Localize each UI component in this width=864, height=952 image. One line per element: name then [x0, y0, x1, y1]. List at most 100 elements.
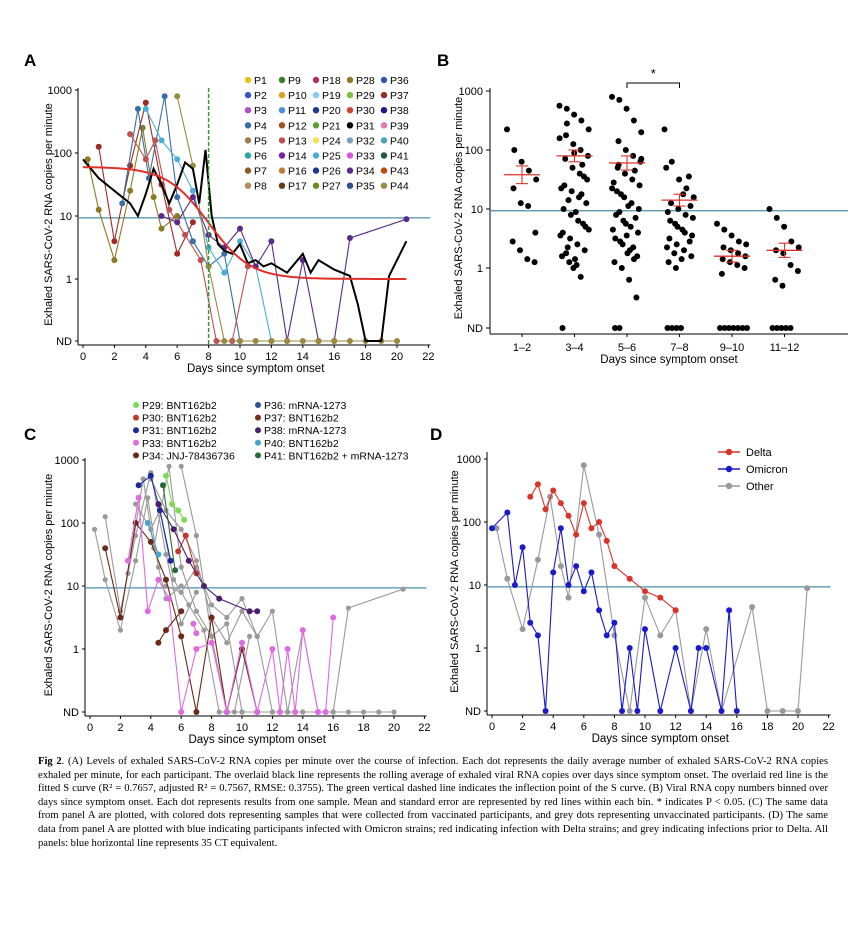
legend-label: P26: [322, 166, 341, 178]
sample-point: [678, 325, 684, 331]
participant-series-line: [121, 96, 241, 342]
x-tick-label: 1–2: [513, 342, 531, 354]
delta-series-point: [550, 487, 557, 494]
sample-point: [566, 259, 573, 266]
x-tick-label: 14: [297, 351, 309, 363]
vaccinated-series-point: [193, 646, 200, 652]
vaccinated-series-point: [254, 709, 261, 715]
sample-point: [583, 200, 590, 207]
sample-point: [557, 232, 564, 239]
unvaccinated-series-point: [178, 564, 184, 570]
panel-b: B 1000 100 10 1 ND 1–2 3–4 5–6 7–8 9–10 11–12 Days s…: [437, 51, 848, 366]
vaccinated-series-point: [185, 557, 192, 564]
x-tick-label: 0: [489, 721, 495, 733]
unvaccinated-series-point: [133, 558, 139, 564]
sample-point: [563, 120, 570, 127]
sample-point: [572, 208, 579, 215]
sample-point: [580, 220, 587, 227]
vaccinated-series-point: [172, 567, 179, 574]
y-axis-label: Exhaled SARS-CoV-2 RNA copies per minute: [43, 103, 55, 326]
x-tick-label: 14: [297, 722, 309, 734]
x-axis-label: Days since symptom onset: [188, 734, 326, 746]
sample-point: [787, 325, 794, 331]
x-tick-label: 2: [117, 722, 123, 734]
other-series-point: [611, 632, 618, 639]
legend-label: P39: [390, 120, 409, 132]
legend-label: P40: BNT162b2: [264, 438, 339, 450]
vaccinated-series-point: [175, 507, 182, 514]
sample-point: [609, 93, 615, 100]
delta-series-line: [529, 482, 676, 611]
sample-point: [730, 325, 737, 331]
vaccinated-series-point: [147, 472, 154, 479]
sample-point: [734, 262, 741, 269]
sample-point: [679, 226, 686, 233]
vaccinated-series-point: [159, 482, 166, 489]
legend-label: P10: [288, 90, 307, 102]
x-tick-label: 4: [143, 351, 149, 363]
y-tick-label: 1000: [48, 85, 72, 97]
sample-point: [631, 167, 638, 174]
legend-marker: [725, 465, 733, 473]
legend-marker: [380, 76, 388, 84]
y-tick-label: 1: [475, 643, 481, 655]
participant-series-point: [205, 263, 212, 270]
y-tick-label: 1: [66, 274, 72, 286]
legend-label: P44: [390, 181, 409, 193]
x-tick-label: 5–6: [618, 342, 636, 354]
x-tick-label: 20: [391, 351, 403, 363]
unvaccinated-series-point: [300, 709, 306, 715]
sample-point: [580, 173, 587, 180]
vaccinated-series-point: [163, 576, 169, 583]
sample-point: [744, 325, 750, 331]
sample-point: [559, 325, 566, 331]
participant-series-point: [394, 338, 400, 344]
unvaccinated-series-point: [193, 608, 199, 614]
legend-label: P36: [390, 75, 409, 87]
sample-point: [778, 325, 785, 331]
unvaccinated-series-point: [224, 614, 230, 621]
legend-marker: [312, 152, 320, 159]
sample-point: [612, 325, 618, 331]
vaccinated-series-point: [239, 639, 245, 646]
omicron-series-point: [534, 632, 541, 639]
x-axis-label: Days since symptom onset: [600, 354, 738, 366]
legend-label: P13: [288, 135, 307, 147]
participant-series-point: [268, 338, 275, 344]
sample-point: [618, 265, 625, 271]
delta-series-point: [588, 525, 595, 532]
sample-point: [673, 325, 680, 331]
vaccinated-series-point: [322, 709, 329, 715]
legend-label: Delta: [746, 447, 773, 459]
legend-label: P27: [322, 181, 341, 193]
legend-marker: [244, 107, 252, 114]
delta-series-point: [626, 575, 633, 582]
unvaccinated-series-point: [224, 640, 230, 646]
sample-point: [773, 214, 780, 221]
unvaccinated-series-point: [400, 586, 406, 592]
y-tick-label: 100: [465, 145, 483, 157]
participant-series-point: [174, 156, 181, 163]
vaccinated-series-point: [163, 472, 169, 479]
vaccinated-series-point: [269, 646, 276, 652]
legend-marker: [346, 182, 354, 189]
legend-marker: [312, 167, 320, 174]
participant-series-point: [189, 187, 196, 194]
x-tick-label: 8: [206, 351, 212, 363]
legend-marker: [312, 107, 320, 114]
sample-point: [664, 208, 671, 215]
x-tick-label: 22: [422, 351, 434, 363]
y-tick-label: 10: [67, 581, 79, 593]
sample-point: [735, 238, 742, 245]
participant-series-point: [174, 213, 181, 219]
participant-series-point: [197, 257, 204, 264]
sample-point: [574, 241, 581, 248]
unvaccinated-series-point: [155, 564, 161, 570]
other-series-point: [493, 525, 500, 532]
vaccinated-series-point: [208, 614, 215, 621]
omicron-series-point: [695, 645, 702, 651]
legend-label: Omicron: [746, 464, 788, 476]
sample-point: [630, 152, 637, 159]
sample-point: [585, 226, 592, 233]
